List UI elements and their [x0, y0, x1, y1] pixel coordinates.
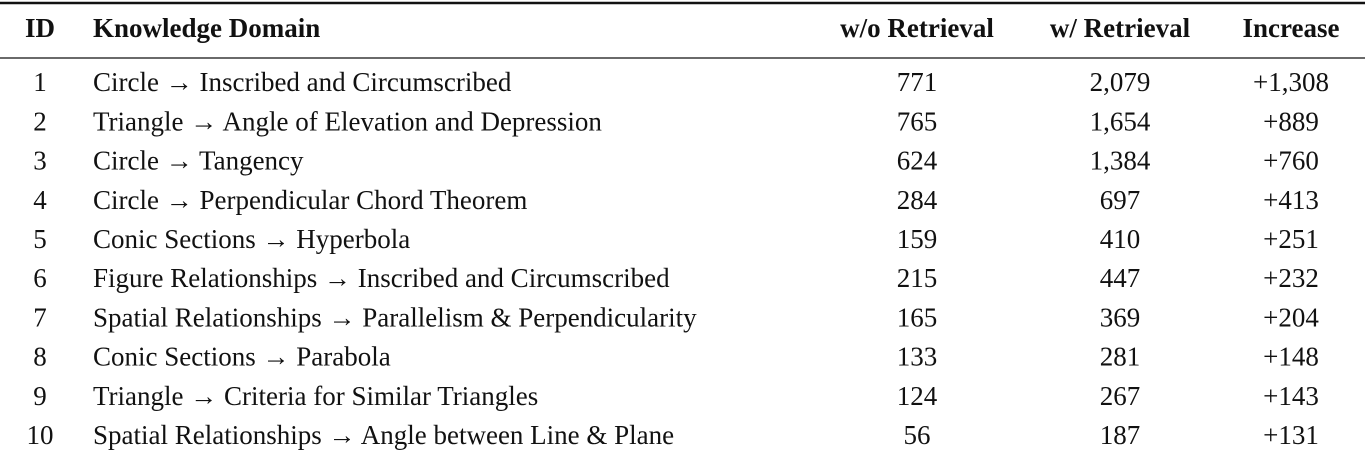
- cell-domain: Triangle → Criteria for Similar Triangle…: [93, 381, 538, 411]
- header-domain: Knowledge Domain: [93, 13, 320, 43]
- cell-id: 3: [33, 146, 47, 176]
- cell-domain: Figure Relationships → Inscribed and Cir…: [93, 263, 670, 293]
- cell-with-retrieval: 267: [1100, 381, 1141, 411]
- cell-increase: +148: [1263, 342, 1319, 372]
- cell-domain: Spatial Relationships → Angle between Li…: [93, 420, 674, 450]
- cell-with-retrieval: 697: [1100, 185, 1141, 215]
- cell-id: 10: [27, 420, 54, 450]
- cell-without-retrieval: 771: [897, 67, 938, 97]
- cell-with-retrieval: 2,079: [1090, 67, 1151, 97]
- cell-increase: +760: [1263, 146, 1319, 176]
- cell-without-retrieval: 159: [897, 224, 938, 254]
- cell-id: 8: [33, 342, 47, 372]
- header-increase: Increase: [1243, 13, 1340, 43]
- cell-increase: +143: [1263, 381, 1319, 411]
- cell-without-retrieval: 56: [904, 420, 931, 450]
- cell-id: 5: [33, 224, 47, 254]
- cell-increase: +413: [1263, 185, 1319, 215]
- cell-id: 1: [33, 67, 47, 97]
- cell-with-retrieval: 187: [1100, 420, 1141, 450]
- cell-with-retrieval: 281: [1100, 342, 1141, 372]
- cell-without-retrieval: 624: [897, 146, 938, 176]
- cell-with-retrieval: 410: [1100, 224, 1141, 254]
- cell-id: 9: [33, 381, 47, 411]
- cell-domain: Circle → Perpendicular Chord Theorem: [93, 185, 527, 215]
- cell-id: 7: [33, 302, 47, 332]
- cell-domain: Triangle → Angle of Elevation and Depres…: [93, 106, 602, 136]
- cell-increase: +232: [1263, 263, 1319, 293]
- cell-domain: Spatial Relationships → Parallelism & Pe…: [93, 302, 697, 332]
- cell-id: 6: [33, 263, 47, 293]
- cell-without-retrieval: 284: [897, 185, 938, 215]
- cell-domain: Conic Sections → Parabola: [93, 342, 391, 372]
- cell-domain: Circle → Tangency: [93, 146, 304, 176]
- cell-without-retrieval: 765: [897, 106, 938, 136]
- cell-with-retrieval: 1,654: [1090, 106, 1151, 136]
- cell-increase: +131: [1263, 420, 1319, 450]
- cell-without-retrieval: 215: [897, 263, 938, 293]
- cell-increase: +889: [1263, 106, 1319, 136]
- cell-domain: Circle → Inscribed and Circumscribed: [93, 67, 512, 97]
- cell-id: 4: [33, 185, 47, 215]
- cell-without-retrieval: 133: [897, 342, 938, 372]
- cell-without-retrieval: 124: [897, 381, 938, 411]
- cell-with-retrieval: 369: [1100, 302, 1141, 332]
- cell-increase: +251: [1263, 224, 1319, 254]
- header-without-retrieval: w/o Retrieval: [840, 13, 994, 43]
- cell-without-retrieval: 165: [897, 302, 938, 332]
- cell-increase: +204: [1263, 302, 1319, 332]
- cell-increase: +1,308: [1253, 67, 1329, 97]
- cell-with-retrieval: 1,384: [1090, 146, 1151, 176]
- cell-id: 2: [33, 106, 47, 136]
- cell-with-retrieval: 447: [1100, 263, 1141, 293]
- cell-domain: Conic Sections → Hyperbola: [93, 224, 410, 254]
- header-id: ID: [25, 13, 55, 43]
- header-with-retrieval: w/ Retrieval: [1050, 13, 1191, 43]
